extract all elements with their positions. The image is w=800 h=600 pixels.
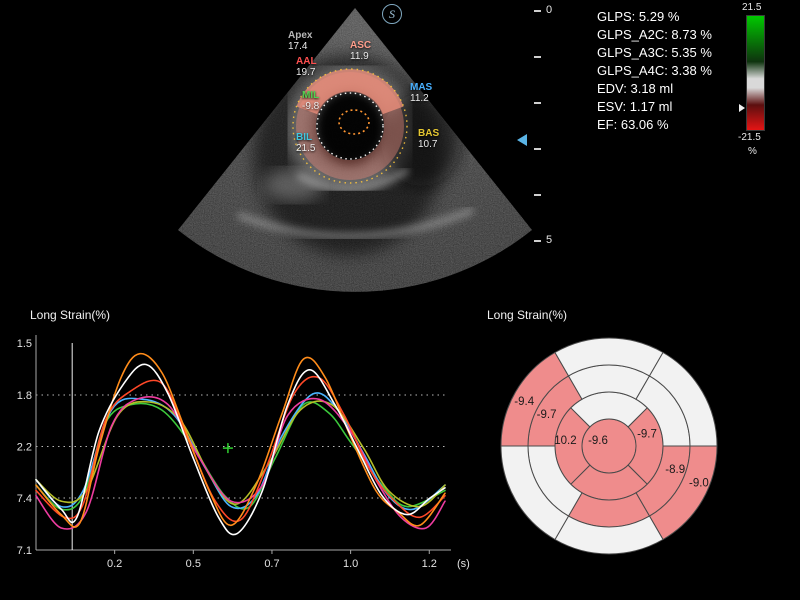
y-tick-label: 1.8 — [17, 390, 32, 402]
bullseye-segment — [648, 351, 718, 447]
bullseye-segment-value: -8.9 — [665, 464, 685, 476]
colorbar-min-label: -21.5 — [738, 132, 761, 143]
colorbar-max-label: 21.5 — [742, 2, 762, 13]
segment-name: MIL — [302, 90, 320, 101]
depth-ruler: 0 5 — [516, 4, 576, 266]
segment-label-aal: AAL 19.7 — [296, 56, 317, 78]
segment-name: ASC — [350, 40, 372, 51]
strain-chart: 1.5 1.8 2.2 7.4 7.1 0.2 0.5 0.7 1.0 1.2 (s) — [17, 335, 470, 570]
segment-value: 17.4 — [288, 41, 308, 52]
ruler-label-top: 0 — [546, 4, 553, 16]
measurement-ef: EF: 63.06 % — [597, 117, 669, 132]
strain-colorbar: 21.5 -21.5 % — [732, 2, 792, 172]
x-tick-label: 1.0 — [343, 558, 358, 570]
segment-value: 11.2 — [410, 93, 429, 104]
ruler-label-bottom: 5 — [546, 234, 553, 246]
bullseye-segment-value: -9.7 — [537, 409, 557, 421]
segment-label-apex: Apex 17.4 — [288, 30, 312, 52]
bullseye-segment-value: -9.0 — [689, 477, 709, 489]
colorbar-gradient — [746, 15, 765, 131]
segment-value: 11.9 — [350, 51, 369, 62]
ruler-tick — [534, 56, 541, 58]
segment-name: BIL — [296, 132, 313, 143]
colorbar-unit-label: % — [748, 146, 757, 157]
x-axis-unit: (s) — [457, 558, 470, 570]
segment-label-asc: ASC 11.9 — [350, 40, 371, 62]
ultrasound-fan — [178, 8, 532, 292]
segment-label-bas: BAS 10.7 — [418, 128, 439, 150]
colorbar-marker-icon — [739, 104, 745, 112]
bullseye-segment-value: -9.7 — [637, 429, 657, 441]
measurement-glps: GLPS: 5.29 % — [597, 9, 680, 24]
segment-name: BAS — [418, 128, 440, 139]
strain-chart-title: Long Strain(%) — [30, 308, 111, 322]
y-tick-label: 7.4 — [17, 493, 32, 505]
segment-value: -9.8 — [302, 101, 320, 112]
segment-value: 19.7 — [296, 67, 316, 78]
measurement-edv: EDV: 3.18 ml — [597, 81, 674, 96]
x-tick-label: 1.2 — [422, 558, 437, 570]
strain-curve-aal — [35, 375, 446, 523]
y-tick-label: 1.5 — [17, 338, 32, 350]
segment-value: 10.7 — [418, 139, 438, 150]
measurement-glps-a2c: GLPS_A2C: 8.73 % — [597, 27, 712, 42]
ruler-tick — [534, 240, 541, 242]
bullseye-title: Long Strain(%) — [487, 308, 568, 322]
segment-label-mil: MIL -9.8 — [302, 90, 319, 112]
x-tick-label: 0.2 — [107, 558, 122, 570]
ruler-tick — [534, 148, 541, 150]
roi-inner-contour — [316, 92, 384, 160]
focus-marker-icon[interactable] — [517, 134, 527, 146]
segment-name: MAS — [410, 82, 433, 93]
roi-outer-contour — [292, 68, 408, 184]
strain-curve-bil — [35, 396, 446, 530]
x-tick-label: 0.5 — [186, 558, 201, 570]
ruler-tick — [534, 194, 541, 196]
bullseye-plot: -9.6 -9.7 10.2 -8.9 -9.7 -9.0 -9.4 — [500, 337, 718, 555]
measurement-esv: ESV: 1.17 ml — [597, 99, 673, 114]
strain-curve-bas — [35, 352, 446, 528]
segment-value: 21.5 — [296, 143, 316, 154]
ruler-tick — [534, 102, 541, 104]
bullseye-segment-value: -9.4 — [514, 396, 534, 408]
ultrasound-image: Apex 17.4 AAL 19.7 ASC 11.9 MIL -9.8 MAS 11.2 BIL 2… — [178, 0, 534, 300]
segment-name: Apex — [288, 30, 313, 41]
measurement-glps-a3c: GLPS_A3C: 5.35 % — [597, 45, 712, 60]
bullseye-segment-value: -9.6 — [588, 435, 608, 447]
ruler-tick — [534, 10, 541, 12]
bullseye-segment-value: 10.2 — [554, 435, 576, 447]
bullseye-panel: Long Strain(%) -9.6 -9.7 10.2 -8.9 -9.7 -9.0-… — [480, 306, 792, 598]
strain-curve-apex — [35, 363, 446, 536]
measurement-glps-a4c: GLPS_A4C: 3.38 % — [597, 63, 712, 78]
roi-center-contour — [338, 109, 370, 135]
segment-name: AAL — [296, 56, 317, 67]
segment-label-mas: MAS 11.2 — [410, 82, 432, 104]
strain-chart-panel: Long Strain(%) 1.5 1.8 2.2 7.4 7.1 0.2 0.5 0.7 1… — [8, 306, 476, 598]
strain-curve-asc — [35, 400, 446, 508]
x-tick-label: 0.7 — [264, 558, 279, 570]
segment-label-bil: BIL 21.5 — [296, 132, 315, 154]
y-tick-label: 7.1 — [17, 545, 32, 557]
measurements-panel: GLPS: 5.29 % GLPS_A2C: 8.73 % GLPS_A3C: … — [597, 8, 712, 134]
y-tick-label: 2.2 — [17, 442, 32, 454]
probe-orientation-logo: S — [382, 4, 402, 24]
